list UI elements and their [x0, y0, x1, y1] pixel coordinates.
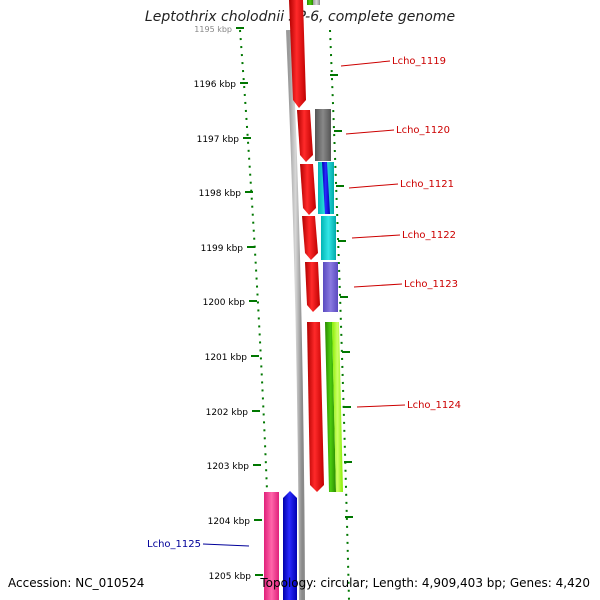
genome-summary-text: Topology: circular; Length: 4,909,403 bp… — [260, 576, 590, 590]
gene-leader-line — [340, 60, 391, 67]
gene-leader-line — [351, 234, 401, 239]
gene-feature-1125-blue — [283, 491, 297, 600]
feature-purple — [323, 262, 338, 312]
gene-leader-line — [353, 283, 403, 288]
feature-top-green — [307, 0, 313, 5]
gene-feature-1123 — [305, 262, 320, 312]
outer-ruler-ring — [329, 29, 350, 600]
gene-leader-line — [348, 183, 399, 189]
gene-leader-line — [345, 129, 395, 135]
ruler-tick-label: 1196 kbp — [194, 80, 237, 90]
ruler-tick-label: 1195 kbp — [194, 25, 232, 34]
gene-feature-1119 — [289, 0, 306, 108]
gene-leader-line — [356, 404, 406, 408]
ruler-tick-label: 1198 kbp — [199, 189, 242, 199]
accession-text: Accession: NC_010524 — [8, 576, 145, 590]
feature-blue-stripe — [322, 162, 330, 214]
feature-green — [325, 322, 336, 492]
gene-label-lcho-1122[interactable]: Lcho_1122 — [402, 230, 456, 241]
inner-ruler-ring — [239, 29, 272, 600]
gene-leader-line — [202, 543, 250, 547]
gene-label-lcho-1120[interactable]: Lcho_1120 — [396, 125, 450, 136]
gene-label-lcho-1124[interactable]: Lcho_1124 — [407, 400, 461, 411]
ruler-tick-label: 1201 kbp — [205, 353, 248, 363]
gene-label-lcho-1125[interactable]: Lcho_1125 — [147, 539, 201, 550]
gene-feature-1124 — [307, 322, 324, 492]
gene-feature-1121 — [300, 164, 316, 215]
gene-feature-1122 — [302, 216, 318, 260]
ruler-tick-label: 1203 kbp — [207, 462, 250, 472]
ruler-tick-label: 1197 kbp — [197, 135, 240, 145]
feature-lime — [332, 322, 343, 492]
ruler-tick-label: 1200 kbp — [203, 298, 246, 308]
gene-feature-1120 — [297, 110, 313, 162]
gene-label-lcho-1123[interactable]: Lcho_1123 — [404, 279, 458, 290]
ruler-tick-label: 1205 kbp — [209, 572, 252, 582]
ruler-tick-label: 1204 kbp — [208, 517, 251, 527]
feature-gray — [315, 109, 331, 161]
gene-label-lcho-1119[interactable]: Lcho_1119 — [392, 56, 446, 67]
feature-cyan-2 — [321, 216, 336, 260]
gene-feature-1125-pink — [264, 492, 279, 600]
genome-backbone — [286, 29, 305, 600]
gene-label-lcho-1121[interactable]: Lcho_1121 — [400, 179, 454, 190]
feature-top-gray — [313, 0, 320, 5]
ruler-tick-label: 1199 kbp — [201, 244, 244, 254]
ruler-tick-label: 1202 kbp — [206, 408, 249, 418]
